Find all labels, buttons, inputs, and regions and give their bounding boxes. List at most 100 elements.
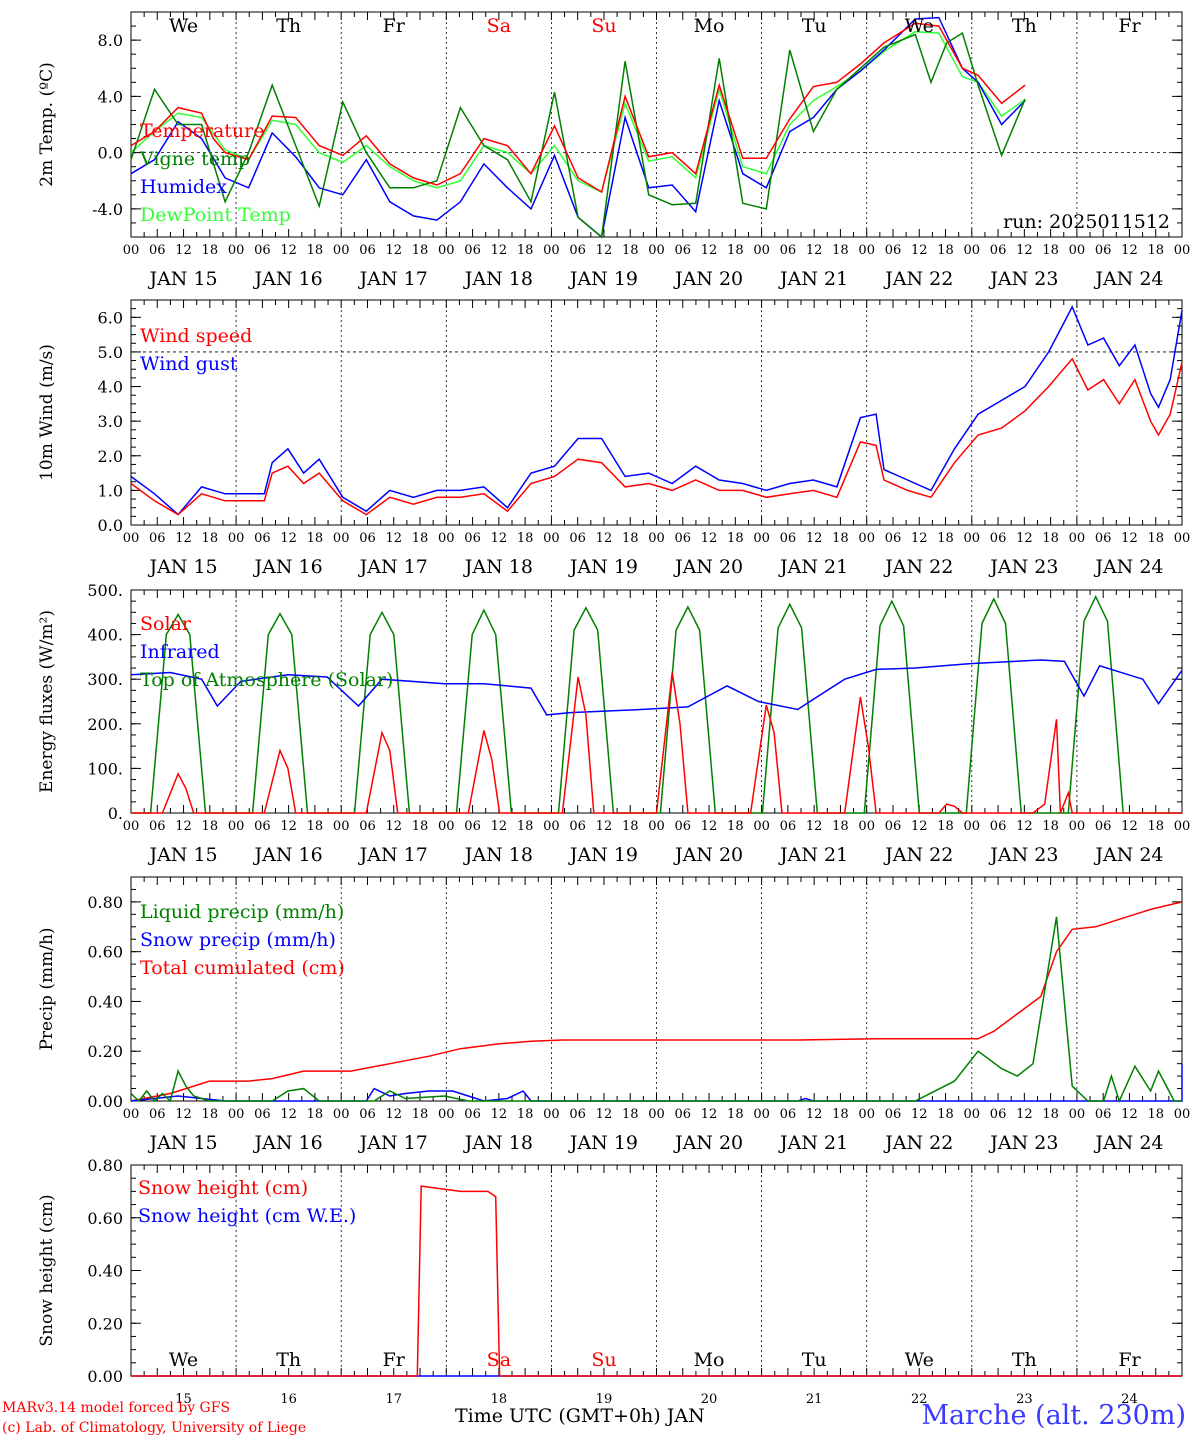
- hour-label: 00: [753, 531, 770, 546]
- hour-label: 00: [753, 1107, 770, 1122]
- hour-label: 00: [228, 819, 245, 834]
- hour-label: 06: [359, 1107, 376, 1122]
- y-tick-label: 0.80: [87, 893, 123, 912]
- hour-label: 06: [1095, 1107, 1112, 1122]
- date-label: JAN 17: [358, 268, 428, 290]
- series-line: [130, 22, 1026, 194]
- hour-label: 06: [885, 531, 902, 546]
- hour-label: 06: [1095, 531, 1112, 546]
- series-line: [130, 305, 1183, 516]
- date-label: JAN 24: [1093, 1132, 1163, 1154]
- date-label: JAN 21: [778, 1132, 848, 1154]
- date-label: JAN 18: [463, 556, 533, 578]
- y-tick-label: 4.0: [98, 378, 123, 397]
- date-label: JAN 19: [568, 556, 638, 578]
- series-line: [130, 659, 1183, 716]
- date-label: JAN 16: [253, 268, 323, 290]
- hour-label: 00: [333, 243, 350, 258]
- hour-label: 18: [937, 1107, 954, 1122]
- y-tick-label: 0.0: [98, 144, 123, 163]
- hour-label: 06: [149, 1107, 166, 1122]
- hour-label: 00: [858, 819, 875, 834]
- hour-label: 00: [648, 819, 665, 834]
- hour-label: 12: [385, 243, 402, 258]
- hour-label: 06: [254, 531, 271, 546]
- hour-label: 12: [806, 531, 823, 546]
- date-label: JAN 17: [358, 1132, 428, 1154]
- hour-label: 06: [780, 531, 797, 546]
- hour-label: 18: [517, 243, 534, 258]
- hour-label: 12: [1121, 1107, 1138, 1122]
- weekday-label: We: [169, 15, 198, 37]
- hour-label: 00: [228, 243, 245, 258]
- hour-label: 12: [806, 819, 823, 834]
- hour-label: 12: [596, 1107, 613, 1122]
- hour-label: 12: [911, 243, 928, 258]
- legend-entry: Vigne temp: [139, 148, 250, 170]
- date-label: JAN 19: [568, 1132, 638, 1154]
- hour-label: 06: [1095, 243, 1112, 258]
- y-tick-label: 8.0: [98, 31, 123, 50]
- hour-label: 12: [1016, 243, 1033, 258]
- hour-label: 00: [543, 243, 560, 258]
- legend-entry: Wind gust: [140, 353, 238, 375]
- hour-label: 06: [885, 819, 902, 834]
- day-number-label: 21: [806, 1392, 823, 1407]
- date-label: JAN 22: [883, 268, 953, 290]
- credit-model: MARv3.14 model forced by GFS: [2, 1400, 231, 1416]
- hour-label: 00: [1069, 819, 1086, 834]
- hour-label: 06: [780, 1107, 797, 1122]
- date-label: JAN 20: [673, 844, 743, 866]
- date-label: JAN 22: [883, 556, 953, 578]
- date-label: JAN 15: [147, 268, 217, 290]
- hour-label: 18: [1042, 531, 1059, 546]
- hour-label: 06: [149, 531, 166, 546]
- hour-label: 12: [280, 819, 297, 834]
- hour-label: 00: [438, 243, 455, 258]
- hour-label: 00: [333, 819, 350, 834]
- hour-label: 18: [937, 819, 954, 834]
- weekday-label: Su: [591, 1349, 616, 1371]
- y-tick-label: 0.80: [87, 1156, 123, 1175]
- hour-label: 18: [1042, 1107, 1059, 1122]
- y-axis-label: 2m Temp. (ºC): [37, 62, 57, 187]
- hour-label: 00: [753, 819, 770, 834]
- hour-label: 12: [175, 531, 192, 546]
- day-number-label: 23: [1016, 1392, 1033, 1407]
- date-label: JAN 16: [253, 556, 323, 578]
- x-axis-title: Time UTC (GMT+0h) JAN: [455, 1405, 705, 1427]
- hour-label: 00: [858, 531, 875, 546]
- series-line: [130, 30, 1026, 194]
- hour-label: 06: [569, 1107, 586, 1122]
- series-line: [130, 31, 1026, 239]
- hour-label: 00: [1069, 243, 1086, 258]
- legend-entry: Solar: [140, 613, 192, 635]
- date-label: JAN 21: [778, 268, 848, 290]
- date-label: JAN 18: [463, 268, 533, 290]
- hour-label: 06: [569, 243, 586, 258]
- weekday-label: Th: [276, 1349, 301, 1371]
- hour-label: 18: [202, 243, 219, 258]
- hour-label: 12: [1121, 531, 1138, 546]
- hour-label: 12: [491, 531, 508, 546]
- hour-label: 12: [385, 531, 402, 546]
- series-line: [130, 916, 1182, 1104]
- hour-label: 00: [648, 531, 665, 546]
- y-tick-label: 5.0: [98, 343, 123, 362]
- date-label: JAN 15: [147, 1132, 217, 1154]
- hour-label: 18: [202, 1107, 219, 1122]
- legend-entry: DewPoint Temp: [140, 204, 291, 226]
- hour-label: 06: [254, 1107, 271, 1122]
- hour-label: 00: [438, 531, 455, 546]
- date-label: JAN 18: [463, 1132, 533, 1154]
- hour-label: 06: [885, 243, 902, 258]
- hour-label: 12: [385, 819, 402, 834]
- hour-label: 06: [675, 1107, 692, 1122]
- date-label: JAN 20: [673, 268, 743, 290]
- date-label: JAN 15: [147, 556, 217, 578]
- legend-entry: Snow height (cm): [138, 1177, 308, 1199]
- series-line: [131, 1185, 1182, 1377]
- y-tick-label: 0.: [108, 804, 123, 823]
- y-axis-label: Energy fluxes (W/m²): [37, 610, 57, 793]
- hour-label: 06: [780, 243, 797, 258]
